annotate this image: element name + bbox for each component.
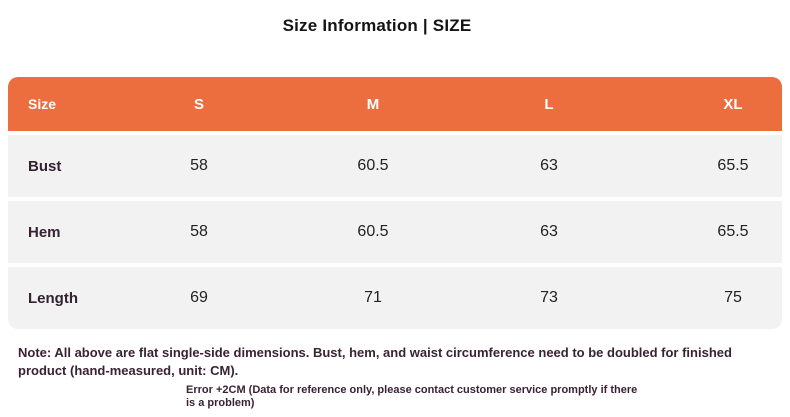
- header-cell-l: L: [544, 95, 554, 113]
- error-tolerance-note: Error +2CM (Data for reference only, ple…: [186, 384, 638, 409]
- cell-value: 60.5: [357, 223, 389, 240]
- row-label: Bust: [28, 157, 62, 175]
- cell-value: 75: [724, 289, 742, 306]
- cell-value: 63: [540, 157, 558, 174]
- header-cell-xl: XL: [723, 95, 743, 113]
- cell-value: 65.5: [717, 223, 749, 240]
- table-row-length: Length 69 71 73 75: [8, 267, 782, 329]
- row-label: Hem: [28, 223, 61, 241]
- header-cell-size: Size: [28, 96, 57, 112]
- table-row-bust: Bust 58 60.5 63 65.5: [8, 135, 782, 197]
- cell-value: 65.5: [717, 157, 749, 174]
- cell-value: 69: [190, 289, 208, 306]
- table-row-hem: Hem 58 60.5 63 65.5: [8, 201, 782, 263]
- cell-value: 58: [190, 223, 208, 240]
- table-header-row: Size S M L XL: [8, 77, 782, 131]
- row-label: Length: [28, 289, 78, 307]
- cell-value: 73: [540, 289, 558, 306]
- cell-value: 60.5: [357, 157, 389, 174]
- cell-value: 58: [190, 157, 208, 174]
- size-info-table: Size S M L XL Bust 58 60.5 63 65.5 Hem 5…: [8, 77, 782, 329]
- page-title: Size Information | SIZE: [282, 16, 472, 35]
- cell-value: 71: [364, 289, 382, 306]
- cell-value: 63: [540, 223, 558, 240]
- header-cell-s: S: [193, 95, 204, 113]
- header-cell-m: M: [366, 95, 380, 113]
- measurement-note: Note: All above are flat single-side dim…: [18, 345, 732, 378]
